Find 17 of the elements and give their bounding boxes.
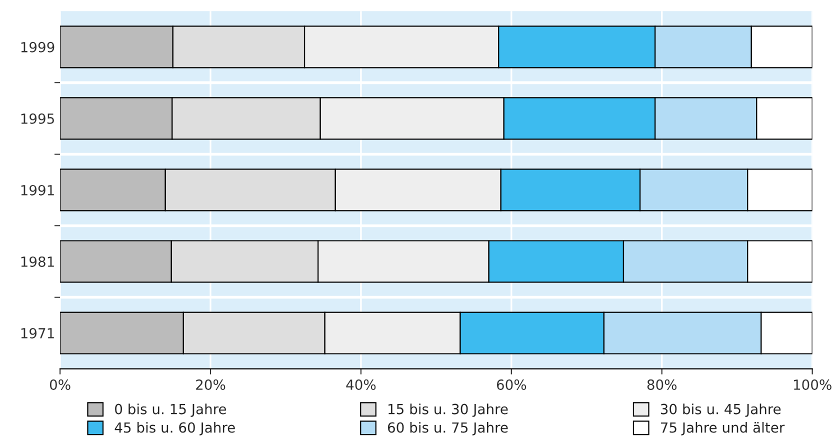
y-tick-label: 1971 bbox=[21, 328, 54, 338]
x-tick-label: 100% bbox=[794, 379, 832, 390]
y-tick-label: 1981 bbox=[21, 256, 54, 267]
y-tick-label: 1995 bbox=[21, 113, 54, 124]
legend-label: 15 bis u. 30 Jahre bbox=[388, 404, 508, 417]
legend-label: 0 bis u. 15 Jahre bbox=[115, 404, 226, 417]
legend-label: 45 bis u. 60 Jahre bbox=[114, 422, 235, 436]
x-tick-label: 60% bbox=[496, 379, 526, 390]
legend-label: 75 Jahre und älter bbox=[661, 422, 785, 436]
legend-label: 30 bis u. 45 Jahre bbox=[660, 404, 781, 417]
x-tick-label: 40% bbox=[346, 379, 376, 390]
x-tick-label: 20% bbox=[196, 379, 226, 390]
x-tick-label: 80% bbox=[647, 379, 677, 390]
y-tick-label: 1999 bbox=[21, 42, 54, 52]
x-tick-label: 0% bbox=[50, 379, 70, 390]
y-tick-label: 1991 bbox=[21, 184, 54, 196]
legend-label: 60 bis u. 75 Jahre bbox=[388, 422, 508, 436]
